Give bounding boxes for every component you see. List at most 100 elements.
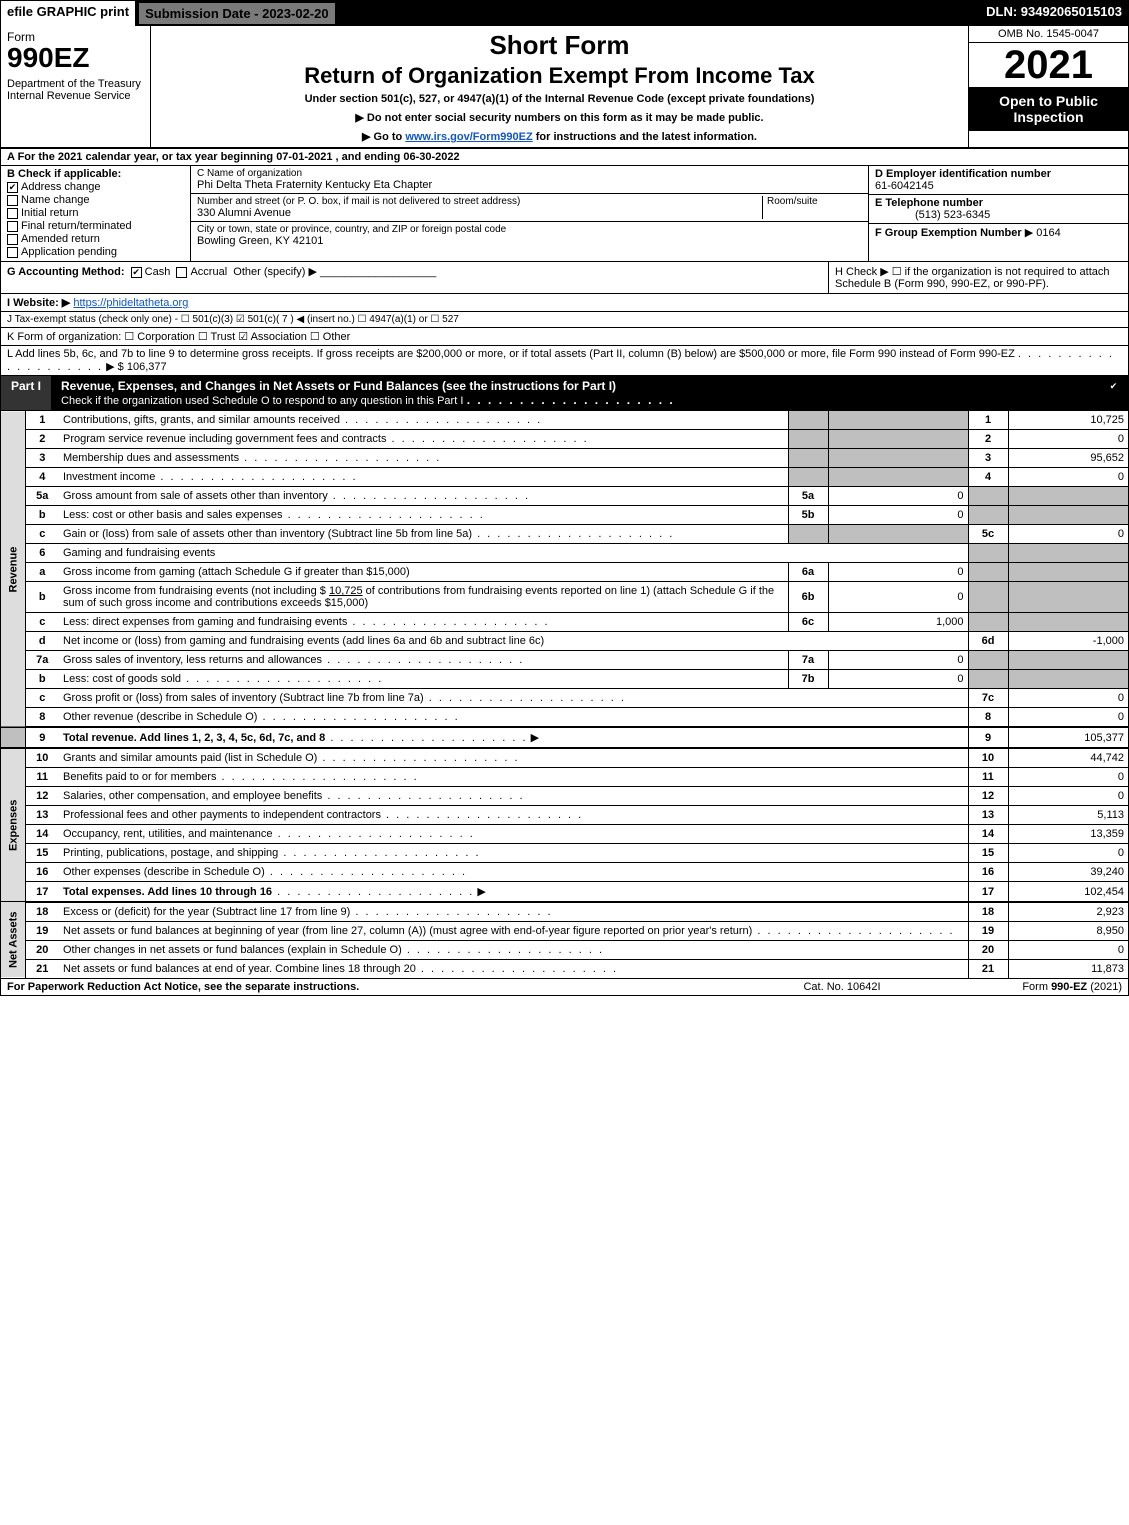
- line-7b: bLess: cost of goods sold7b0: [1, 670, 1128, 689]
- phone-value: (513) 523-6345: [875, 209, 990, 221]
- g-accrual: Accrual: [190, 266, 227, 278]
- ck-address-change[interactable]: Address change: [7, 181, 184, 193]
- instruction-line-1: ▶ Do not enter social security numbers o…: [159, 111, 960, 124]
- irs-link[interactable]: www.irs.gov/Form990EZ: [405, 131, 532, 143]
- line-20: 20Other changes in net assets or fund ba…: [1, 941, 1128, 960]
- form-subtitle: Under section 501(c), 527, or 4947(a)(1)…: [159, 93, 960, 105]
- part-i-header: Part I Revenue, Expenses, and Changes in…: [1, 376, 1128, 410]
- part-title: Revenue, Expenses, and Changes in Net As…: [51, 376, 1102, 410]
- short-form-label: Short Form: [159, 30, 960, 61]
- d-ein: D Employer identification number 61-6042…: [869, 166, 1128, 195]
- l-amt-pre: ▶ $: [106, 361, 127, 373]
- ck-name-change[interactable]: Name change: [7, 194, 184, 206]
- top-bar: efile GRAPHIC print Submission Date - 20…: [1, 1, 1128, 26]
- checkbox-icon: [7, 221, 18, 232]
- line-8: 8Other revenue (describe in Schedule O)8…: [1, 708, 1128, 728]
- form-title: Return of Organization Exempt From Incom…: [159, 63, 960, 89]
- line-a: A For the 2021 calendar year, or tax yea…: [1, 149, 1128, 166]
- checkbox-icon: [176, 267, 187, 278]
- e-phone: E Telephone number (513) 523-6345: [869, 195, 1128, 224]
- line-7a: 7aGross sales of inventory, less returns…: [1, 651, 1128, 670]
- line-1: Revenue 1Contributions, gifts, grants, a…: [1, 411, 1128, 430]
- line-a-text: A For the 2021 calendar year, or tax yea…: [7, 151, 460, 163]
- line-6a: aGross income from gaming (attach Schedu…: [1, 563, 1128, 582]
- g-accounting: G Accounting Method: Cash Accrual Other …: [1, 262, 828, 293]
- l-text: L Add lines 5b, 6c, and 7b to line 9 to …: [7, 348, 1015, 360]
- f-group-exemption: F Group Exemption Number ▶ 0164: [869, 224, 1128, 241]
- line-5b: bLess: cost or other basis and sales exp…: [1, 506, 1128, 525]
- b-label: B Check if applicable:: [7, 168, 184, 180]
- l-amount: 106,377: [127, 361, 167, 373]
- i-label: I Website: ▶: [7, 297, 70, 309]
- line-13: 13Professional fees and other payments t…: [1, 806, 1128, 825]
- ck-initial-return[interactable]: Initial return: [7, 207, 184, 219]
- tax-year: 2021: [969, 43, 1128, 87]
- ck-application-pending[interactable]: Application pending: [7, 246, 184, 258]
- checkbox-icon: [7, 234, 18, 245]
- d-label: D Employer identification number: [875, 168, 1051, 180]
- line-15: 15Printing, publications, postage, and s…: [1, 844, 1128, 863]
- line-6: 6Gaming and fundraising events: [1, 544, 1128, 563]
- line-9: 9Total revenue. Add lines 1, 2, 3, 4, 5c…: [1, 727, 1128, 748]
- c-city-row: City or town, state or province, country…: [191, 222, 868, 249]
- department-label: Department of the Treasury Internal Reve…: [7, 78, 144, 102]
- d-e-f-col: D Employer identification number 61-6042…: [868, 166, 1128, 261]
- checkbox-icon: [1108, 381, 1119, 392]
- dots-icon: [467, 393, 675, 407]
- checkbox-icon: [7, 195, 18, 206]
- org-street: 330 Alumni Avenue: [197, 207, 762, 219]
- line-4: 4Investment income40: [1, 468, 1128, 487]
- topbar-spacer: [337, 1, 981, 26]
- form-header: Form 990EZ Department of the Treasury In…: [1, 26, 1128, 149]
- efile-label: efile GRAPHIC print: [1, 1, 137, 26]
- checkbox-icon: [7, 208, 18, 219]
- line-12: 12Salaries, other compensation, and empl…: [1, 787, 1128, 806]
- header-right: OMB No. 1545-0047 2021 Open to Public In…: [968, 26, 1128, 147]
- g-h-row: G Accounting Method: Cash Accrual Other …: [1, 262, 1128, 294]
- l-gross-receipts: L Add lines 5b, 6c, and 7b to line 9 to …: [1, 346, 1128, 376]
- header-left: Form 990EZ Department of the Treasury In…: [1, 26, 151, 147]
- instruction-line-2: ▶ Go to www.irs.gov/Form990EZ for instru…: [159, 130, 960, 143]
- omb-number: OMB No. 1545-0047: [969, 26, 1128, 43]
- revenue-sidebar: Revenue: [1, 411, 25, 728]
- org-name: Phi Delta Theta Fraternity Kentucky Eta …: [197, 179, 862, 191]
- form-number: 990EZ: [7, 44, 144, 72]
- line-3: 3Membership dues and assessments395,652: [1, 449, 1128, 468]
- dln-label: DLN: 93492065015103: [980, 1, 1128, 26]
- catalog-number: Cat. No. 10642I: [742, 981, 942, 993]
- ck-final-return[interactable]: Final return/terminated: [7, 220, 184, 232]
- page-footer: For Paperwork Reduction Act Notice, see …: [1, 978, 1128, 995]
- c-name-label: C Name of organization: [197, 168, 862, 179]
- part-i-checkbox[interactable]: [1102, 376, 1128, 410]
- b-checkboxes: B Check if applicable: Address change Na…: [1, 166, 191, 261]
- expenses-sidebar: Expenses: [1, 748, 25, 902]
- ein-value: 61-6042145: [875, 180, 934, 192]
- group-exemption-value: 0164: [1036, 227, 1060, 239]
- line-10: Expenses10Grants and similar amounts pai…: [1, 748, 1128, 768]
- net-assets-sidebar: Net Assets: [1, 902, 25, 978]
- line-6d: dNet income or (loss) from gaming and fu…: [1, 632, 1128, 651]
- line-18: Net Assets18Excess or (deficit) for the …: [1, 902, 1128, 922]
- g-label: G Accounting Method:: [7, 266, 125, 278]
- line-21: 21Net assets or fund balances at end of …: [1, 960, 1128, 979]
- line-2: 2Program service revenue including gover…: [1, 430, 1128, 449]
- c-street-label: Number and street (or P. O. box, if mail…: [197, 196, 762, 207]
- g-cash: Cash: [145, 266, 171, 278]
- checkbox-icon: [131, 267, 142, 278]
- e-label: E Telephone number: [875, 197, 983, 209]
- paperwork-notice: For Paperwork Reduction Act Notice, see …: [7, 981, 742, 993]
- line-5a: 5aGross amount from sale of assets other…: [1, 487, 1128, 506]
- line-7c: cGross profit or (loss) from sales of in…: [1, 689, 1128, 708]
- c-name-row: C Name of organization Phi Delta Theta F…: [191, 166, 868, 194]
- website-link[interactable]: https://phideltatheta.org: [73, 297, 188, 309]
- g-other: Other (specify) ▶: [233, 266, 317, 278]
- ck-amended-return[interactable]: Amended return: [7, 233, 184, 245]
- room-suite-label: Room/suite: [762, 196, 862, 219]
- f-label: F Group Exemption Number: [875, 227, 1022, 239]
- h-check: H Check ▶ ☐ if the organization is not r…: [828, 262, 1128, 293]
- c-street-row: Number and street (or P. O. box, if mail…: [191, 194, 868, 222]
- form-version: Form 990-EZ (2021): [942, 981, 1122, 993]
- submission-date: Submission Date - 2023-02-20: [138, 2, 336, 25]
- c-org-info: C Name of organization Phi Delta Theta F…: [191, 166, 868, 261]
- checkbox-icon: [7, 247, 18, 258]
